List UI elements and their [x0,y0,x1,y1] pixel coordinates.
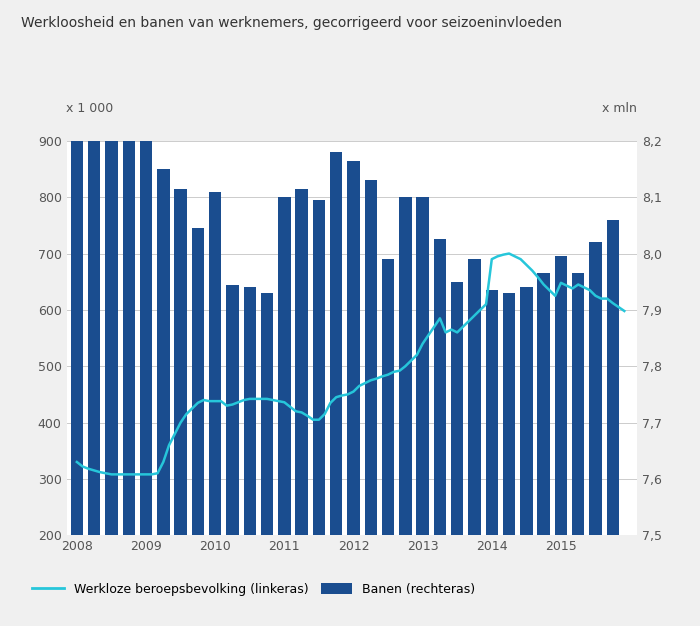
Bar [468,259,481,535]
Bar [538,273,550,535]
Bar [399,197,412,535]
Bar [382,259,394,535]
Bar [174,188,187,535]
Bar [434,239,446,535]
Bar [589,242,602,535]
Bar [451,282,463,535]
Bar [157,169,169,535]
Bar [122,132,135,535]
Bar [330,152,342,535]
Legend: Werkloze beroepsbevolking (linkeras), Banen (rechteras): Werkloze beroepsbevolking (linkeras), Ba… [27,578,480,601]
Bar [244,287,256,535]
Bar [607,220,619,535]
Bar [209,192,221,535]
Bar [278,197,290,535]
Bar [347,160,360,535]
Bar [486,290,498,535]
Text: x 1 000: x 1 000 [66,102,113,115]
Bar [416,197,429,535]
Bar [313,200,325,535]
Bar [554,257,567,535]
Bar [520,287,533,535]
Bar [71,135,83,535]
Bar [572,273,584,535]
Bar [105,128,118,535]
Bar [192,228,204,535]
Bar [295,188,308,535]
Bar [261,293,273,535]
Text: x mln: x mln [602,102,637,115]
Bar [88,128,100,535]
Bar [226,284,239,535]
Bar [503,293,515,535]
Text: Werkloosheid en banen van werknemers, gecorrigeerd voor seizoeninvloeden: Werkloosheid en banen van werknemers, ge… [21,16,562,29]
Bar [365,180,377,535]
Bar [140,121,152,535]
